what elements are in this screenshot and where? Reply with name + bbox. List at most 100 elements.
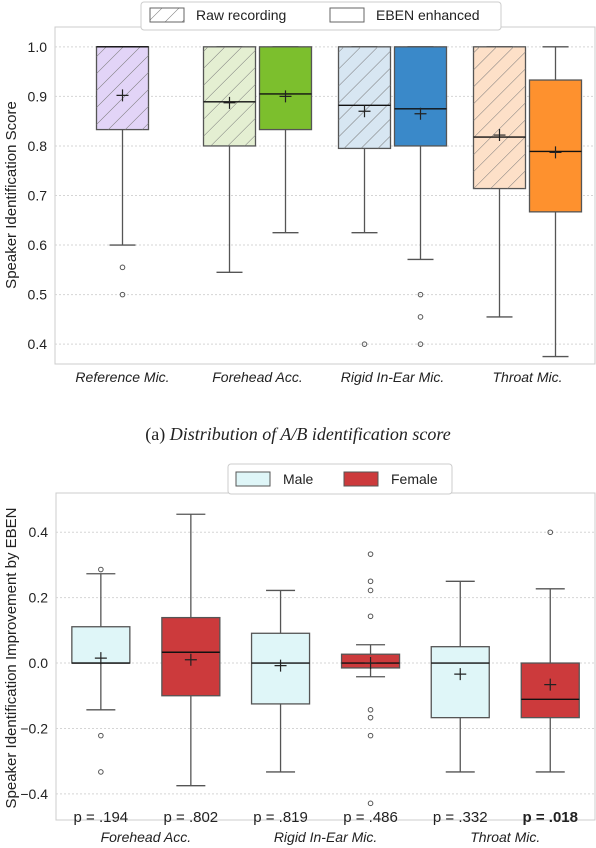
chart-b-category-labels: Forehead Acc. Rigid In-Ear Mic. Throat Mic… <box>101 829 541 845</box>
p-value-label: p = .819 <box>253 809 308 826</box>
chart-a-y-axis-label: Speaker Identification Score <box>3 101 20 289</box>
x-category-label: Throat Mic. <box>492 369 562 385</box>
legend-swatch-eben-enhanced <box>329 7 365 23</box>
legend-swatch-female <box>343 471 379 487</box>
chart-b-p-values: p = .194 p = .802 p = .819 p = .486 p = .332… <box>74 809 578 826</box>
box-hatch <box>203 46 256 146</box>
outlier-point <box>119 291 126 298</box>
caption-a: (a) Distribution of A/B identification s… <box>145 424 450 445</box>
caption-a-text: Distribution of A/B identification score <box>169 424 451 444</box>
mean-marker <box>184 653 197 666</box>
chart-b-legend-box <box>227 463 453 495</box>
outlier-point <box>119 264 126 271</box>
chart-a-boxes <box>95 46 583 358</box>
y-tick-label: 0.2 <box>29 590 49 606</box>
mean-marker <box>116 89 129 102</box>
box-eben <box>258 46 313 234</box>
mean-marker <box>94 652 107 665</box>
y-tick-label: −0.2 <box>20 720 48 736</box>
box-female <box>161 513 221 787</box>
outlier-point <box>367 578 374 585</box>
mean-marker <box>549 146 562 159</box>
outlier-point <box>547 529 554 536</box>
box-body <box>430 646 490 719</box>
mean-marker <box>493 129 506 142</box>
mean-marker <box>364 657 377 670</box>
y-tick-label: 0.8 <box>28 138 48 154</box>
mean-marker <box>358 105 371 118</box>
box-eben <box>528 46 583 358</box>
chart-b-y-axis-label: Speaker Identification Improvement by EB… <box>3 508 20 809</box>
p-value-label: p = .332 <box>433 809 488 826</box>
legend-label-eben-enhanced: EBEN enhanced <box>376 7 480 23</box>
chart-a-legend-box <box>140 1 502 31</box>
outlier-point <box>367 714 374 721</box>
mean-marker <box>274 659 287 672</box>
outlier-point <box>417 291 424 298</box>
legend-label-female: Female <box>391 471 438 487</box>
y-tick-label: 0.0 <box>29 655 49 671</box>
chart-b-legend: Male Female <box>227 463 453 495</box>
legend-swatch-raw-recording <box>149 7 185 23</box>
outlier-point <box>367 587 374 594</box>
x-category-label: Rigid In-Ear Mic. <box>341 369 444 385</box>
y-tick-label: 0.6 <box>28 237 48 253</box>
outlier-point <box>98 769 104 775</box>
caption-a-label: (a) <box>145 424 169 445</box>
box-body <box>258 46 313 131</box>
box-raw <box>202 46 257 273</box>
x-category-label: Throat Mic. <box>470 829 540 845</box>
x-category-label: Rigid In-Ear Mic. <box>274 829 377 845</box>
p-value-label: p = .486 <box>343 809 398 826</box>
y-tick-label: 0.4 <box>28 336 48 352</box>
y-tick-label: −0.4 <box>20 786 48 802</box>
chart-a-y-ticks: 0.4 0.5 0.6 0.7 0.8 0.9 1.0 <box>28 39 48 352</box>
p-value-label: p = .802 <box>164 809 219 826</box>
y-tick-label: 0.5 <box>28 287 48 303</box>
y-tick-label: 1.0 <box>28 39 48 55</box>
x-category-label: Forehead Acc. <box>101 829 192 845</box>
box-male <box>71 566 131 775</box>
mean-marker <box>544 678 557 691</box>
box-hatch <box>338 46 391 149</box>
mean-marker <box>223 96 236 109</box>
outlier-point <box>367 613 374 620</box>
outlier-point <box>367 551 374 557</box>
x-category-label: Forehead Acc. <box>212 369 303 385</box>
chart-b: −0.4 −0.2 0.0 0.2 0.4 p = .194 p = .802 p = .8… <box>3 463 596 845</box>
outlier-point <box>417 314 424 320</box>
p-value-label: p = .194 <box>74 809 129 826</box>
chart-a-legend: Raw recording EBEN enhanced <box>140 1 502 31</box>
outlier-point <box>367 732 374 739</box>
outlier-point <box>361 341 368 347</box>
y-tick-label: 0.4 <box>29 524 49 540</box>
box-female <box>520 529 580 773</box>
chart-b-gridlines <box>56 531 595 795</box>
outlier-point <box>98 732 104 739</box>
chart-b-boxes <box>71 513 580 807</box>
x-category-label: Reference Mic. <box>75 369 169 385</box>
legend-swatch-male <box>235 471 271 487</box>
chart-b-y-ticks: −0.4 −0.2 0.0 0.2 0.4 <box>20 524 48 802</box>
box-male <box>430 580 490 773</box>
box-raw <box>472 46 527 318</box>
outlier-point <box>367 707 374 713</box>
legend-label-male: Male <box>283 471 314 487</box>
chart-a: 0.4 0.5 0.6 0.7 0.8 0.9 1.0 Reference Mic. Fore… <box>3 1 596 385</box>
box-female <box>340 551 401 807</box>
box-male <box>250 589 311 773</box>
mean-marker <box>454 668 467 681</box>
box-eben <box>393 46 448 347</box>
box-body <box>528 79 583 213</box>
chart-a-category-labels: Reference Mic. Forehead Acc. Rigid In-Ear … <box>75 369 562 385</box>
y-tick-label: 0.7 <box>28 188 48 204</box>
chart-b-plot-area <box>55 492 596 821</box>
outlier-point <box>417 341 424 347</box>
p-value-label: p = .018 <box>523 809 578 826</box>
mean-marker <box>279 90 292 103</box>
box-hatch <box>473 46 526 189</box>
box-raw <box>337 46 392 347</box>
mean-marker <box>414 107 427 120</box>
box-raw <box>95 46 150 298</box>
